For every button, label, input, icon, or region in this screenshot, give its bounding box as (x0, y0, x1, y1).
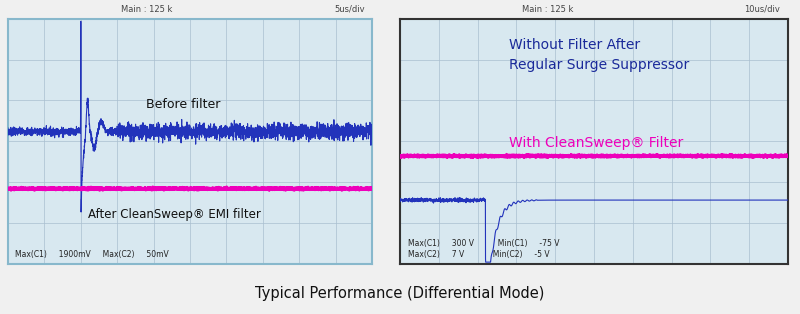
Text: 5us/div: 5us/div (334, 5, 365, 14)
Text: Max(C1)     1900mV     Max(C2)     50mV: Max(C1) 1900mV Max(C2) 50mV (15, 250, 169, 259)
Text: Max(C1)     300 V          Min(C1)     -75 V
Max(C2)     7 V            Min(C2) : Max(C1) 300 V Min(C1) -75 V Max(C2) 7 V … (408, 240, 559, 259)
Text: Without Filter After
Regular Surge Suppressor: Without Filter After Regular Surge Suppr… (509, 38, 689, 72)
Text: 10us/div: 10us/div (744, 5, 780, 14)
Text: After CleanSweep® EMI filter: After CleanSweep® EMI filter (88, 208, 261, 221)
Text: Main : 125 k: Main : 125 k (522, 5, 573, 14)
Text: Main : 125 k: Main : 125 k (121, 5, 172, 14)
Text: With CleanSweep® Filter: With CleanSweep® Filter (509, 136, 683, 150)
Text: Before filter: Before filter (146, 98, 221, 111)
Text: Typical Performance (Differential Mode): Typical Performance (Differential Mode) (255, 286, 545, 301)
